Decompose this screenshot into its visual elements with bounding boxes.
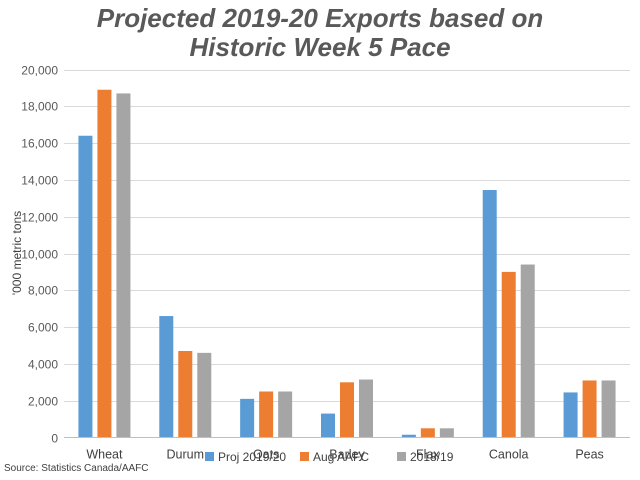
bar-flax-2 [420,428,435,438]
gridlines [64,70,630,402]
x-category-label: Canola [489,448,529,462]
y-tick-label: 0 [51,432,58,446]
y-tick-label: 6,000 [28,321,58,335]
bar-peas-2 [582,380,597,438]
bar-oats-1 [240,398,255,438]
bar-durum-3 [197,352,212,438]
x-category-label: Oats [253,448,279,462]
y-tick-label: 8,000 [28,284,58,298]
bar-canola-2 [501,271,516,438]
bar-durum-2 [178,351,193,438]
bar-wheat-3 [116,93,131,438]
bar-peas-3 [601,380,616,438]
legend: Proj 2019/20 Aug AAFC 2018/19 [205,450,454,464]
bar-barley-2 [340,382,354,438]
chart-title: Projected 2019-20 Exports based on Histo… [0,4,640,62]
bar-wheat-2 [97,89,112,438]
bar-flax-1 [401,434,416,438]
y-tick-label: 18,000 [21,100,58,114]
bar-wheat-1 [78,135,93,438]
bar-flax-3 [439,428,454,438]
chart-title-line-1: Projected 2019-20 Exports based on [96,3,544,33]
bar-barley-1 [321,413,335,438]
source-note: Source: Statistics Canada/AAFC [4,463,149,474]
y-tick-label: 20,000 [21,64,58,78]
y-tick-label: 10,000 [21,248,58,262]
y-tick-label: 12,000 [21,211,58,225]
bar-oats-3 [278,391,293,438]
legend-label: 2018/19 [410,450,454,464]
x-category-label: Peas [575,448,604,462]
legend-label: Proj 2019/20 [218,450,286,464]
legend-swatch [205,452,214,461]
x-category-label: Flax [416,448,440,462]
y-tick-label: 16,000 [21,137,58,151]
y-tick-label: 2,000 [28,395,58,409]
x-category-label: Wheat [86,448,123,462]
x-category-label: Durum [167,448,205,462]
y-axis-ticks: 0 2,000 4,000 6,000 8,000 10,000 12,000 14,000 1… [21,64,58,446]
legend-label: Aug AAFC [313,450,369,464]
bar-canola-3 [520,264,535,438]
bar-peas-1 [563,392,578,438]
y-tick-label: 14,000 [21,174,58,188]
legend-swatch [300,452,309,461]
bar-barley-3 [359,379,373,438]
chart-title-line-2: Historic Week 5 Pace [189,32,451,62]
x-category-label: Barley [329,448,365,462]
bar-canola-1 [482,190,497,438]
x-axis-categories: Wheat Durum Oats Barley Flax Canola Peas [86,448,603,462]
bar-durum-1 [159,316,174,438]
legend-swatch [397,452,406,461]
bar-oats-2 [259,391,274,438]
bars [78,89,616,438]
y-tick-label: 4,000 [28,358,58,372]
y-axis-title: '000 metric tons [10,211,24,295]
